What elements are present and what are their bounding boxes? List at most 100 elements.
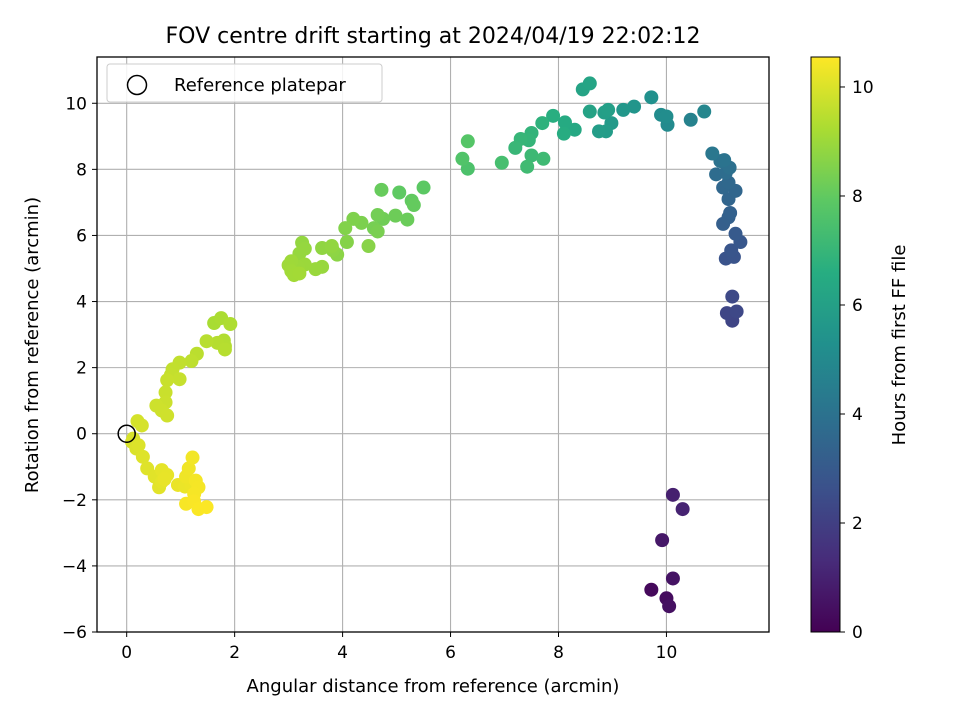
colorbar-ticks: 0 2 4 6 8 10 bbox=[840, 78, 874, 643]
colorbar-gradient bbox=[810, 56, 841, 633]
colorbar-tick-label: 4 bbox=[852, 405, 863, 425]
data-point bbox=[591, 124, 606, 139]
data-point bbox=[199, 500, 214, 515]
colorbar-tick-label: 8 bbox=[852, 187, 863, 207]
chart-title: FOV centre drift starting at 2024/04/19 … bbox=[166, 24, 701, 49]
data-point bbox=[556, 126, 571, 141]
data-point bbox=[582, 76, 597, 91]
data-point bbox=[675, 502, 690, 517]
data-point bbox=[644, 582, 659, 597]
data-point bbox=[460, 134, 475, 149]
data-point bbox=[361, 239, 376, 254]
y-tick-label: −2 bbox=[62, 491, 87, 511]
data-points bbox=[125, 76, 748, 614]
legend-box bbox=[106, 63, 383, 103]
data-point bbox=[160, 408, 175, 423]
data-point bbox=[616, 102, 631, 117]
data-point bbox=[184, 354, 199, 369]
data-point bbox=[705, 146, 720, 161]
plot-frame bbox=[96, 56, 770, 633]
data-point bbox=[535, 116, 550, 131]
x-axis-label: Angular distance from reference (arcmin) bbox=[247, 676, 620, 697]
colorbar-label: Hours from first FF file bbox=[889, 245, 910, 446]
data-point bbox=[324, 239, 339, 254]
x-axis-ticks: 0 2 4 6 8 10 bbox=[121, 632, 677, 663]
colorbar-tick-label: 2 bbox=[852, 514, 863, 534]
data-point bbox=[717, 153, 732, 168]
colorbar: 0 2 4 6 8 10 Hours from first FF file bbox=[810, 56, 910, 643]
x-tick-label: 8 bbox=[553, 643, 564, 663]
colorbar-tick-label: 6 bbox=[852, 296, 863, 316]
data-point bbox=[370, 207, 385, 222]
data-point bbox=[644, 90, 659, 105]
data-point bbox=[388, 208, 403, 223]
data-point bbox=[627, 99, 642, 114]
y-tick-label: 10 bbox=[65, 94, 87, 114]
y-tick-label: 6 bbox=[76, 226, 87, 246]
data-point bbox=[131, 438, 146, 453]
y-tick-label: 2 bbox=[76, 359, 87, 379]
data-point bbox=[520, 159, 535, 174]
data-point bbox=[292, 266, 307, 281]
data-point bbox=[728, 226, 743, 241]
data-point bbox=[524, 148, 539, 163]
legend-entry: Reference platepar bbox=[174, 75, 346, 96]
data-point bbox=[185, 450, 200, 465]
data-point bbox=[557, 115, 572, 130]
x-tick-label: 4 bbox=[337, 643, 348, 663]
data-point bbox=[346, 211, 361, 226]
x-tick-label: 2 bbox=[229, 643, 240, 663]
data-point bbox=[370, 224, 385, 239]
data-point bbox=[374, 182, 389, 197]
data-point bbox=[400, 212, 415, 227]
y-tick-label: 4 bbox=[76, 293, 87, 313]
data-point bbox=[494, 155, 509, 170]
data-point bbox=[338, 221, 353, 236]
data-point bbox=[729, 304, 744, 319]
data-point bbox=[724, 243, 739, 258]
data-point bbox=[697, 104, 712, 119]
colorbar-tick-label: 0 bbox=[852, 623, 863, 643]
data-point bbox=[172, 372, 187, 387]
y-tick-label: −6 bbox=[62, 623, 87, 643]
data-point bbox=[392, 185, 407, 200]
data-point bbox=[546, 108, 561, 123]
data-point bbox=[455, 151, 470, 166]
data-point bbox=[508, 140, 523, 155]
data-point bbox=[308, 262, 323, 277]
data-point bbox=[134, 418, 149, 433]
y-tick-label: 8 bbox=[76, 160, 87, 180]
data-point bbox=[662, 599, 677, 614]
data-point bbox=[683, 112, 698, 127]
data-point bbox=[567, 122, 582, 137]
x-tick-label: 6 bbox=[445, 643, 456, 663]
data-point bbox=[536, 151, 551, 166]
data-point bbox=[416, 180, 431, 195]
data-point bbox=[223, 317, 238, 332]
data-point bbox=[339, 235, 354, 250]
legend: Reference platepar bbox=[106, 63, 383, 103]
data-point bbox=[665, 487, 680, 502]
data-point bbox=[406, 198, 421, 213]
y-tick-label: 0 bbox=[76, 425, 87, 445]
data-point bbox=[157, 472, 172, 487]
data-point bbox=[723, 205, 738, 220]
y-axis-ticks: −6 −4 −2 0 2 4 6 8 10 bbox=[62, 94, 97, 643]
data-point bbox=[582, 104, 597, 119]
x-tick-label: 0 bbox=[121, 643, 132, 663]
data-point bbox=[601, 102, 616, 117]
data-point bbox=[199, 334, 214, 349]
data-point bbox=[181, 461, 196, 476]
x-tick-label: 10 bbox=[656, 643, 678, 663]
colorbar-tick-label: 10 bbox=[852, 78, 874, 98]
data-point bbox=[160, 373, 175, 388]
grid bbox=[97, 57, 769, 633]
data-point bbox=[158, 385, 173, 400]
reference-marker-icon bbox=[126, 74, 148, 96]
reference-platepar-marker bbox=[117, 424, 136, 443]
data-point bbox=[665, 571, 680, 586]
data-point bbox=[217, 342, 232, 357]
y-tick-label: −4 bbox=[62, 557, 87, 577]
y-axis-label: Rotation from reference (arcmin) bbox=[22, 197, 43, 493]
